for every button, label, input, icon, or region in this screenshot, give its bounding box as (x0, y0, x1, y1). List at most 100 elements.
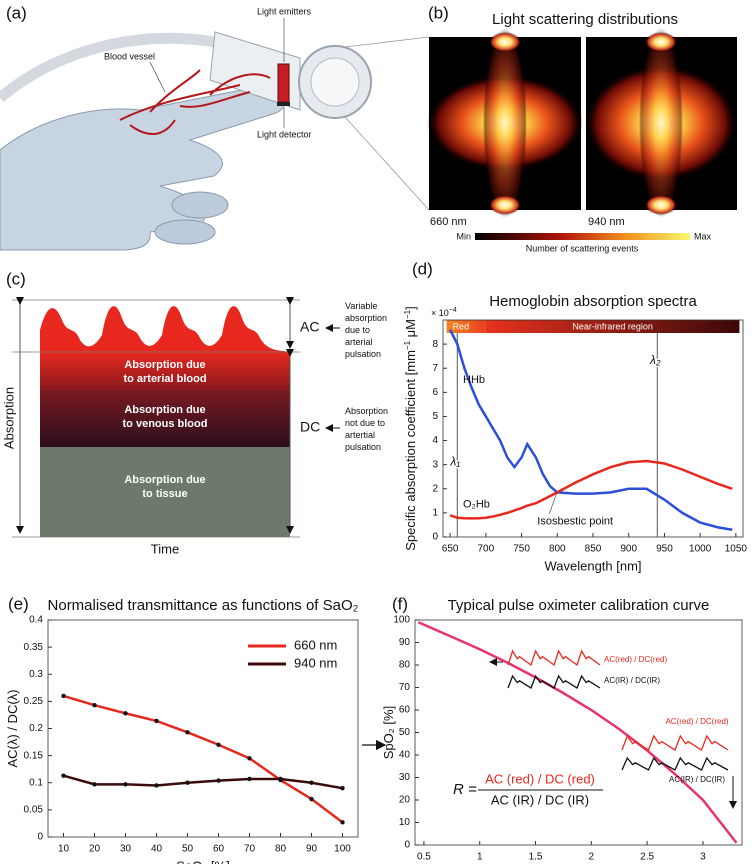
y-tick-label: 0.05 (24, 805, 44, 816)
x-tick-label: 800 (549, 544, 566, 555)
scatter-spot (489, 195, 521, 215)
x-tick-label: 0.5 (417, 852, 431, 863)
y-axis-label: SpO₂ [%] (381, 706, 396, 759)
data-point (340, 820, 345, 825)
zoom-line (344, 116, 430, 211)
colorbar-max: Max (694, 231, 712, 241)
y-tick-label: 0.4 (29, 615, 43, 626)
sensor-inner (310, 57, 360, 107)
marker-label: λ₂ (649, 353, 661, 367)
data-point (216, 742, 221, 747)
image-label: 940 nm (588, 216, 625, 228)
arterial-layer (40, 352, 290, 390)
ac-pulses (40, 306, 290, 352)
annotation: Light emitters (257, 6, 312, 16)
y-tick-label: 0.1 (29, 777, 43, 788)
dc-note: Absorption not due to artertial pulsation (345, 406, 388, 452)
y-tick-label: 0.15 (24, 750, 44, 761)
y-tick-label: 0.3 (29, 669, 43, 680)
y-axis-label-part: ] (403, 306, 418, 310)
panel-label: (a) (6, 3, 27, 22)
chart-title: Hemoglobin absorption spectra (489, 293, 697, 310)
data-point (123, 711, 128, 716)
pulse-red (507, 649, 601, 667)
formula-numerator: AC (red) / DC (red) (485, 771, 595, 786)
data-point (247, 756, 252, 761)
legend-label: 940 nm (294, 655, 337, 670)
leader-line (149, 61, 166, 93)
panel-b: (b) Light scattering distributions 660 n… (427, 3, 737, 253)
panel-label: (e) (8, 594, 29, 613)
data-point (309, 796, 314, 802)
colorbar (475, 233, 690, 240)
x-tick-label: 2.5 (640, 852, 654, 863)
data-point (154, 783, 159, 788)
data-point (61, 693, 66, 699)
axis-multiplier-part: −4 (449, 307, 457, 314)
chart-title: Typical pulse oximeter calibration curve (448, 597, 710, 614)
light-detector (277, 102, 290, 106)
y-axis-label-part: SpO₂ [%] (381, 706, 396, 759)
plot-frame (47, 619, 359, 838)
x-tick-label: 100 (334, 844, 351, 855)
light-emitter (277, 63, 290, 103)
series-line (63, 694, 344, 824)
region-band (446, 320, 486, 333)
legend-label: 660 nm (294, 637, 337, 652)
annotation: AC(red) / DC(red) (665, 717, 728, 726)
dc-label: DC (300, 419, 320, 435)
y-axis-label: AC(λ) / DC(λ) (5, 690, 20, 768)
zoom-line (344, 36, 430, 48)
y-tick-label: 80 (399, 660, 411, 671)
y-axis-label-part: −1 (403, 340, 412, 350)
panel-a: (a) Blood vessel Light emitters Light de… (0, 3, 430, 251)
annotation: AC(red) / DC(red) (604, 655, 667, 664)
y-axis-label-part: Specific absorption coefficient [mm (403, 350, 418, 551)
x-tick-label: 2 (589, 852, 595, 863)
y-axis-label-part: −1 (403, 309, 412, 319)
y-axis-label: Absorption (1, 387, 16, 449)
data-point (123, 782, 128, 787)
panel-label: (b) (428, 3, 449, 22)
scatter-spot (645, 32, 677, 52)
y-tick-label: 2 (432, 483, 438, 494)
panel-label: (c) (6, 269, 26, 288)
scatter-spot (645, 195, 677, 215)
scatter-spot (489, 32, 521, 52)
y-tick-label: 70 (399, 682, 411, 693)
x-axis-label: Wavelength [nm] (544, 558, 641, 573)
panel-c: (c) Absorption due to arterial blood Abso… (1, 269, 388, 556)
layer-label: Absorption due to arterial blood (123, 359, 206, 385)
series-line (417, 621, 738, 844)
data-point (92, 702, 97, 708)
y-tick-label: 10 (399, 817, 411, 828)
y-tick-label: 20 (399, 795, 411, 806)
scatter-cloud (483, 28, 527, 218)
x-tick-label: 90 (306, 844, 318, 855)
x-tick-label: 950 (656, 544, 673, 555)
plot-frame (414, 619, 743, 846)
y-tick-label: 1 (432, 508, 438, 519)
series-label: HHb (463, 374, 485, 386)
pulse-ir (507, 674, 601, 689)
x-tick-label: 30 (120, 844, 132, 855)
data-point (92, 782, 97, 787)
x-tick-label: 1.5 (529, 852, 543, 863)
series-line (63, 774, 343, 790)
x-tick-label: 900 (620, 544, 637, 555)
x-tick-label: 650 (442, 544, 459, 555)
x-tick-label: 20 (89, 844, 101, 855)
colorbar-label: Number of scattering events (526, 243, 639, 253)
scatter-cloud (639, 28, 683, 218)
finger (171, 191, 229, 219)
annotation: AC(IR) / DC(IR) (604, 676, 660, 685)
y-tick-label: 50 (399, 727, 411, 738)
y-axis-label: Specific absorption coefficient [mm−1 μM… (403, 306, 419, 550)
axis-multiplier: × 10−4 (431, 307, 457, 318)
region-band (485, 320, 740, 333)
y-tick-label: 7 (432, 363, 438, 374)
data-point (278, 776, 283, 782)
x-axis-label: Time (151, 541, 179, 556)
y-tick-label: 30 (399, 772, 411, 783)
